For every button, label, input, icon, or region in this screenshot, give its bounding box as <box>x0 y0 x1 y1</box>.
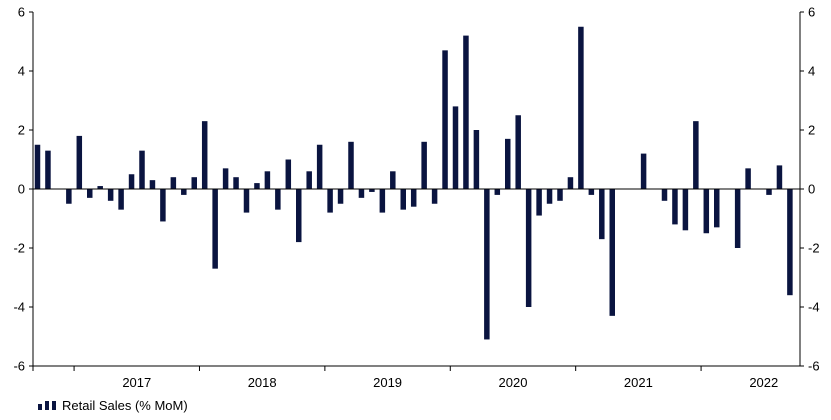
bar <box>484 189 490 340</box>
bar <box>442 50 448 189</box>
bar <box>34 144 41 189</box>
bar <box>306 171 312 189</box>
bar <box>358 189 365 198</box>
bar <box>515 115 521 189</box>
x-tick-label: 2017 <box>122 375 151 390</box>
x-tick-label: 2019 <box>373 375 402 390</box>
x-tick-label: 2020 <box>499 375 528 390</box>
y-tick-label-right: -2 <box>808 241 820 256</box>
bar <box>745 168 751 189</box>
bar <box>787 189 793 296</box>
bar <box>87 189 93 198</box>
bar <box>369 189 375 192</box>
bar <box>76 135 83 189</box>
bar <box>599 189 605 240</box>
bar <box>107 189 114 201</box>
y-tick-label-right: 4 <box>808 64 815 79</box>
x-tick-label: 2018 <box>248 375 277 390</box>
bar <box>567 177 574 189</box>
bar <box>557 189 563 201</box>
bar <box>390 171 396 189</box>
bar <box>578 26 584 189</box>
bar <box>243 189 250 213</box>
y-tick-label-left: 6 <box>18 5 25 20</box>
bar <box>421 141 427 189</box>
bar <box>640 153 647 189</box>
bar <box>285 159 292 189</box>
bar <box>766 189 772 195</box>
bar <box>201 121 208 189</box>
bar <box>588 189 595 195</box>
bar <box>233 177 239 189</box>
bar <box>45 150 51 189</box>
bar <box>693 121 699 189</box>
bar <box>316 144 323 189</box>
axes-layer: -6 -6 -4 -4 -2 -2 0 0 2 2 4 4 6 6 2017 2018 2019 2020 2021… <box>13 5 819 391</box>
x-tick-label: 2021 <box>624 375 653 390</box>
bar <box>494 189 501 195</box>
y-tick-label-left: 0 <box>18 182 25 197</box>
bar <box>337 189 344 204</box>
bar <box>222 168 229 189</box>
bar <box>473 130 480 189</box>
bar <box>191 177 197 189</box>
bar <box>734 189 741 248</box>
bar <box>525 189 532 307</box>
y-tick-label-left: 4 <box>18 64 25 79</box>
bar <box>536 189 542 216</box>
y-tick-label-left: -2 <box>13 241 25 256</box>
legend: Retail Sales (% MoM) <box>38 398 188 413</box>
bar <box>505 138 511 189</box>
bar <box>714 189 720 228</box>
bar <box>181 189 187 195</box>
bar <box>546 189 553 204</box>
bar <box>703 189 710 234</box>
y-tick-label-left: 2 <box>18 123 25 138</box>
bar <box>139 150 145 189</box>
y-tick-label-left: -6 <box>13 359 25 374</box>
bar <box>118 189 124 210</box>
bar <box>128 174 135 189</box>
bar <box>149 180 156 189</box>
bar <box>379 189 386 213</box>
bar <box>463 35 469 189</box>
bar <box>682 189 689 231</box>
bar <box>66 189 72 204</box>
bar <box>410 189 417 207</box>
bars-layer <box>34 26 793 340</box>
bar <box>212 189 218 269</box>
bar <box>609 189 615 316</box>
bar <box>776 165 783 189</box>
y-tick-label-right: 0 <box>808 182 815 197</box>
bar <box>254 183 260 189</box>
bar <box>264 171 271 189</box>
bar <box>348 141 354 189</box>
y-tick-label-left: -4 <box>13 300 25 315</box>
y-tick-label-right: 2 <box>808 123 815 138</box>
bar <box>400 189 406 210</box>
bar <box>296 189 302 243</box>
bar <box>661 189 668 201</box>
bar <box>160 189 166 222</box>
bar <box>452 106 459 189</box>
y-tick-label-right: 6 <box>808 5 815 20</box>
bar <box>431 189 438 204</box>
x-tick-label: 2022 <box>749 375 778 390</box>
legend-label: Retail Sales (% MoM) <box>62 398 188 413</box>
bar <box>275 189 281 210</box>
bar <box>672 189 678 225</box>
bar <box>170 177 177 189</box>
y-tick-label-right: -6 <box>808 359 820 374</box>
y-tick-label-right: -4 <box>808 300 820 315</box>
bar <box>327 189 333 213</box>
bar <box>97 186 103 189</box>
legend-swatch-icon <box>38 401 56 410</box>
